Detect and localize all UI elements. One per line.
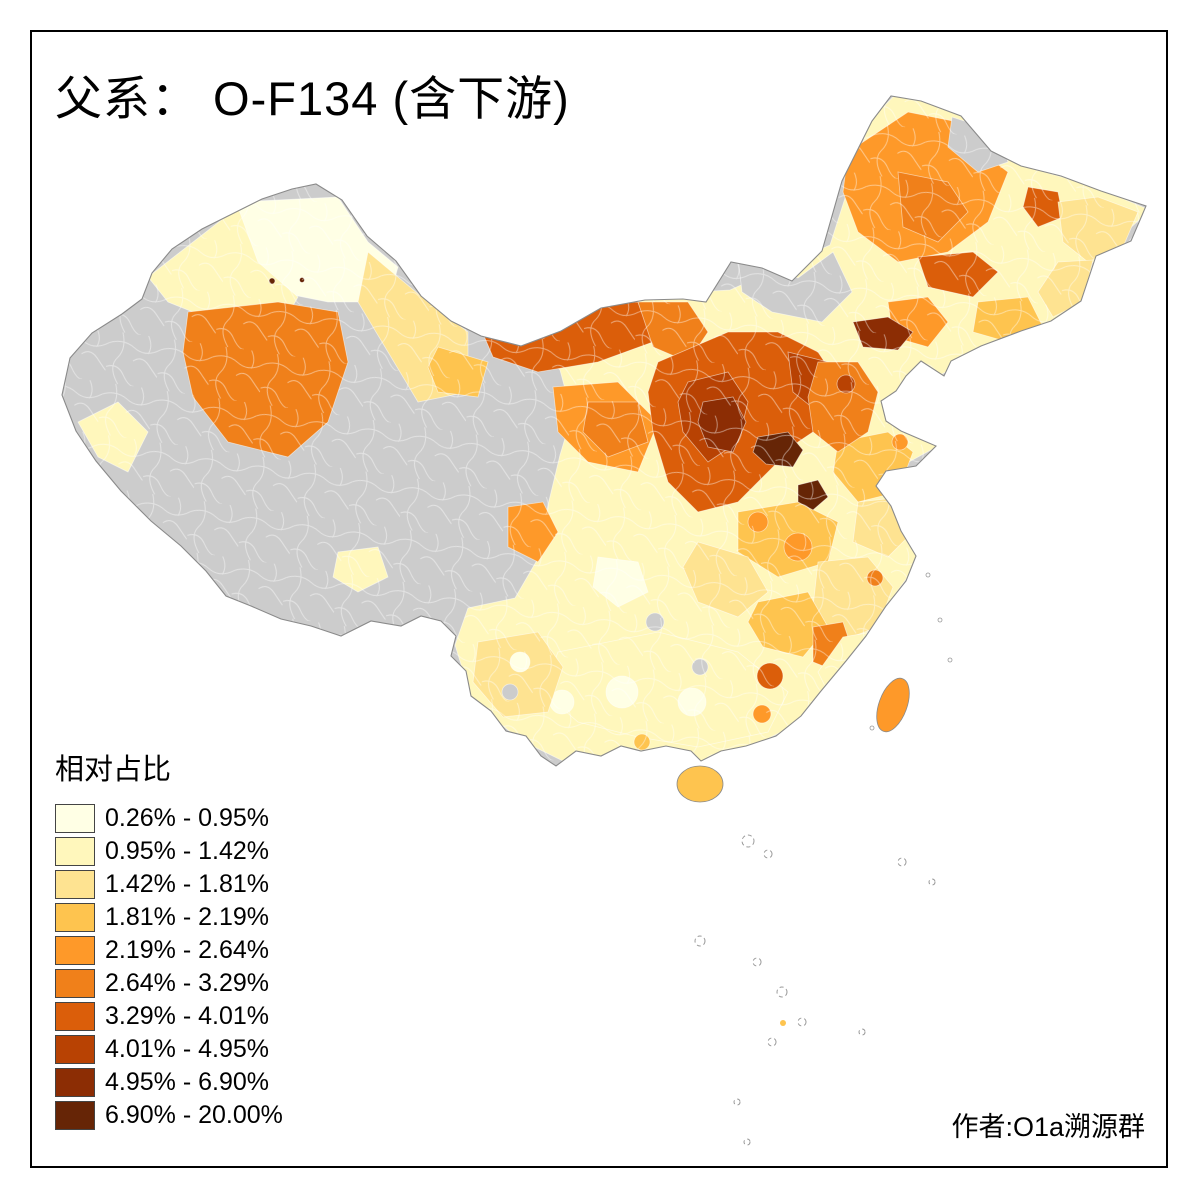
- legend-swatch: [55, 837, 95, 866]
- legend-label: 4.95% - 6.90%: [105, 1068, 269, 1096]
- legend-item: 2.64% - 3.29%: [55, 967, 283, 1000]
- legend-item: 0.26% - 0.95%: [55, 802, 283, 835]
- legend-label: 3.29% - 4.01%: [105, 1002, 269, 1030]
- legend-swatch: [55, 1035, 95, 1064]
- legend-swatch: [55, 870, 95, 899]
- legend-item: 2.19% - 2.64%: [55, 934, 283, 967]
- legend-item: 4.01% - 4.95%: [55, 1033, 283, 1066]
- mainland-regions: [62, 96, 1146, 766]
- legend-item: 4.95% - 6.90%: [55, 1066, 283, 1099]
- penghu-island: [869, 725, 875, 731]
- legend-label: 1.81% - 2.19%: [105, 903, 269, 931]
- legend-item: 6.90% - 20.00%: [55, 1099, 283, 1132]
- legend: 相对占比 0.26% - 0.95% 0.95% - 1.42% 1.42% - 1…: [55, 746, 283, 1132]
- legend-swatch: [55, 903, 95, 932]
- coastal-islets: [925, 572, 953, 663]
- legend-label: 1.42% - 1.81%: [105, 870, 269, 898]
- legend-items: 0.26% - 0.95% 0.95% - 1.42% 1.42% - 1.81% 1…: [55, 802, 283, 1132]
- legend-swatch: [55, 1002, 95, 1031]
- legend-label: 2.64% - 3.29%: [105, 969, 269, 997]
- legend-label: 4.01% - 4.95%: [105, 1035, 269, 1063]
- legend-swatch: [55, 969, 95, 998]
- legend-label: 6.90% - 20.00%: [105, 1101, 283, 1129]
- scs-colored-islet: [780, 1020, 786, 1026]
- legend-item: 0.95% - 1.42%: [55, 835, 283, 868]
- legend-swatch: [55, 1068, 95, 1097]
- legend-label: 2.19% - 2.64%: [105, 936, 269, 964]
- legend-swatch: [55, 936, 95, 965]
- legend-label: 0.95% - 1.42%: [105, 837, 269, 865]
- legend-title: 相对占比: [55, 754, 172, 786]
- author-credit: 作者:O1a溯源群: [951, 1112, 1145, 1142]
- legend-swatch: [55, 1101, 95, 1130]
- legend-swatch: [55, 804, 95, 833]
- legend-item: 3.29% - 4.01%: [55, 1000, 283, 1033]
- south-china-sea-islands: [694, 834, 936, 1146]
- hainan-island: [676, 765, 724, 803]
- taiwan-island: [876, 677, 910, 733]
- legend-item: 1.42% - 1.81%: [55, 868, 283, 901]
- legend-item: 1.81% - 2.19%: [55, 901, 283, 934]
- china-outline: [61, 95, 1147, 767]
- legend-label: 0.26% - 0.95%: [105, 804, 269, 832]
- figure-title: 父系： O-F134 (含下游): [55, 72, 570, 125]
- prefecture-boundary-texture: [62, 96, 1146, 766]
